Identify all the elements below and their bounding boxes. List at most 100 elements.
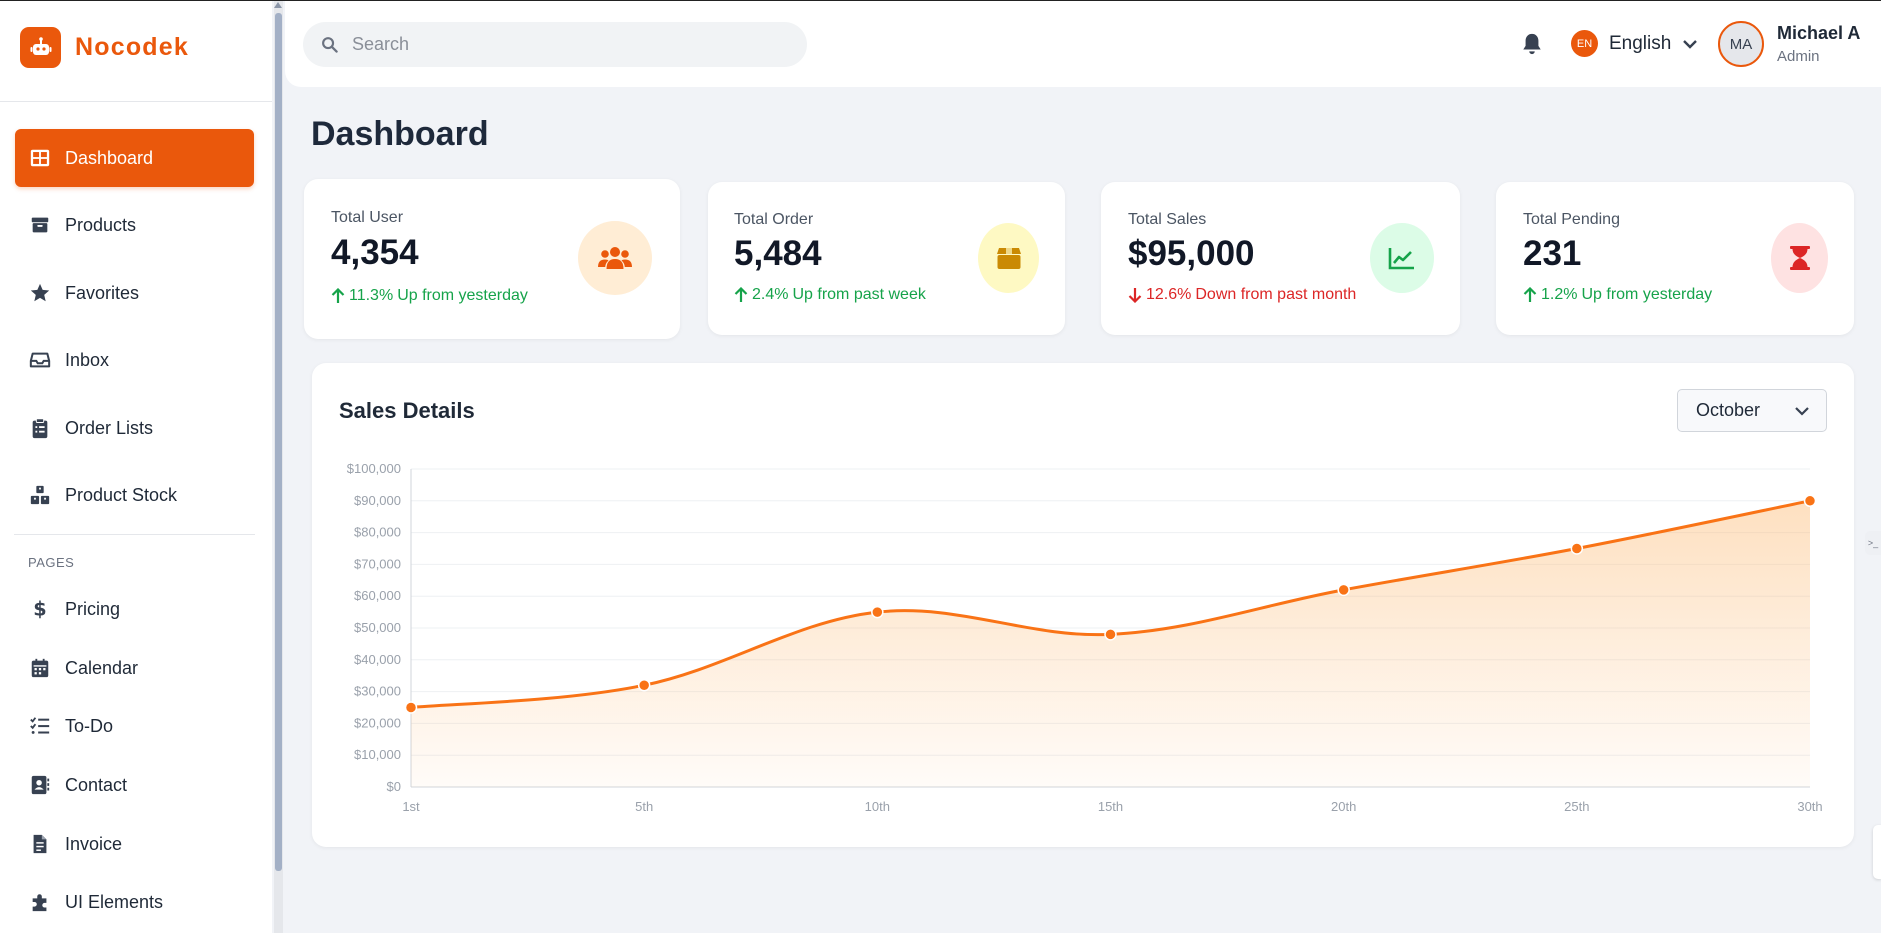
- section-label-pages: PAGES: [28, 555, 75, 570]
- stat-trend-percent: 2.4%: [752, 286, 789, 303]
- sidebar-item-product-stock[interactable]: Product Stock: [15, 466, 254, 524]
- chart-data-point[interactable]: [1570, 542, 1584, 555]
- invoice-icon: [33, 834, 47, 854]
- chart-line-icon: [1370, 223, 1434, 293]
- arrow-down-icon: [1128, 288, 1142, 303]
- dashboard-grid-icon: [30, 149, 50, 167]
- y-tick-label: $90,000: [354, 493, 401, 508]
- sidebar-item-inbox[interactable]: Inbox: [15, 331, 254, 389]
- sidebar-item-label: Dashboard: [65, 147, 154, 168]
- sidebar-item-todo[interactable]: To-Do: [15, 697, 254, 755]
- scroll-up-icon[interactable]: [274, 2, 282, 8]
- sales-chart: $0 $10,000 $20,000 $30,000 $40,000 $50,000 $60…: [347, 461, 1823, 814]
- arrow-up-icon: [734, 287, 748, 302]
- chart-data-point[interactable]: [1803, 494, 1817, 508]
- stat-trend-percent: 11.3%: [349, 287, 394, 304]
- y-tick-label: $30,000: [354, 684, 401, 699]
- month-select-value: October: [1696, 400, 1761, 420]
- sidebar-item-contact[interactable]: Contact: [15, 756, 254, 814]
- y-tick-label: $10,000: [354, 747, 401, 762]
- stat-trend: 12.6% Down from past month: [1128, 286, 1356, 304]
- brand-name: Nocodek: [75, 33, 189, 61]
- sidebar-item-pricing[interactable]: $ Pricing: [15, 580, 254, 638]
- user-role: Admin: [1777, 48, 1820, 65]
- x-tick-label: 5th: [635, 799, 653, 814]
- divider: [0, 101, 272, 102]
- chart-data-point[interactable]: [1337, 583, 1350, 597]
- avatar[interactable]: MA: [1718, 21, 1764, 67]
- stat-trend: 2.4% Up from past week: [734, 286, 926, 304]
- stat-label: Total User: [331, 209, 404, 226]
- sidebar-item-invoice[interactable]: Invoice: [15, 815, 254, 873]
- stat-label: Total Sales: [1128, 211, 1207, 228]
- x-tick-label: 10th: [865, 799, 890, 814]
- chevron-down-icon: [1683, 39, 1698, 49]
- search-icon: [322, 37, 338, 53]
- chart-data-point[interactable]: [871, 605, 884, 619]
- y-tick-label: $60,000: [354, 588, 401, 603]
- chart-data-point[interactable]: [637, 678, 651, 692]
- side-tab[interactable]: >_: [1865, 531, 1881, 555]
- notification-bell-icon[interactable]: [1521, 32, 1543, 61]
- puzzle-icon: [32, 894, 47, 912]
- month-select[interactable]: October: [1677, 389, 1827, 432]
- search-input[interactable]: [352, 34, 772, 55]
- sidebar: Nocodek Dashboard Products Favorites Inb…: [0, 1, 272, 933]
- sidebar-item-dashboard[interactable]: Dashboard: [15, 129, 254, 187]
- chart-title: Sales Details: [339, 398, 475, 423]
- y-tick-label: $40,000: [354, 652, 401, 667]
- stat-value: 5,484: [734, 234, 822, 273]
- sidebar-item-products[interactable]: Products: [15, 196, 254, 254]
- search-bar[interactable]: [303, 22, 807, 67]
- top-header: EN English MA Michael A Admin: [285, 1, 1881, 87]
- chevron-down-icon: [1795, 406, 1809, 416]
- sidebar-item-label: Favorites: [65, 282, 140, 303]
- page-title: Dashboard: [311, 115, 489, 153]
- stat-trend-text: Down from past month: [1195, 286, 1357, 303]
- chart-data-point[interactable]: [1104, 628, 1117, 641]
- x-tick-label: 25th: [1564, 799, 1589, 814]
- y-tick-label: $70,000: [354, 556, 401, 571]
- arrow-up-icon: [331, 288, 345, 303]
- language-badge: EN: [1571, 30, 1598, 57]
- package-icon: [978, 223, 1039, 293]
- brand-logo[interactable]: Nocodek: [20, 27, 189, 68]
- sidebar-item-label: Contact: [65, 774, 128, 795]
- sidebar-item-ui-elements[interactable]: UI Elements: [15, 873, 254, 931]
- user-name: Michael A: [1777, 23, 1861, 43]
- arrow-up-icon: [1523, 287, 1537, 302]
- sidebar-item-label: Calendar: [65, 657, 139, 678]
- sidebar-scrollbar[interactable]: [274, 1, 283, 933]
- sidebar-item-calendar[interactable]: Calendar: [15, 639, 254, 697]
- stat-label: Total Pending: [1523, 211, 1620, 228]
- sidebar-item-order-lists[interactable]: Order Lists: [15, 399, 254, 457]
- language-label: English: [1609, 32, 1672, 54]
- sidebar-item-favorites[interactable]: Favorites: [15, 264, 254, 322]
- checklist-icon: [30, 717, 50, 734]
- sidebar-item-label: Products: [65, 214, 137, 235]
- scroll-thumb[interactable]: [275, 13, 282, 871]
- stat-label: Total Order: [734, 211, 814, 228]
- x-tick-label: 1st: [402, 799, 420, 814]
- users-icon: [578, 221, 652, 295]
- sidebar-item-label: Inbox: [65, 349, 110, 370]
- stat-trend-text: Up from yesterday: [397, 287, 528, 304]
- clipboard-list-icon: [32, 418, 48, 439]
- chart-data-point[interactable]: [404, 701, 418, 714]
- stat-trend-percent: 12.6%: [1146, 286, 1192, 303]
- hourglass-icon: [1771, 223, 1828, 293]
- x-tick-label: 15th: [1098, 799, 1123, 814]
- stat-trend: 1.2% Up from yesterday: [1523, 286, 1712, 304]
- stat-value: 4,354: [331, 233, 419, 272]
- stat-trend-text: Up from yesterday: [1581, 286, 1713, 303]
- y-tick-label: $20,000: [354, 715, 401, 730]
- side-handle[interactable]: [1873, 825, 1881, 879]
- sales-details-panel: Sales Details October $0 $10,000 $20,000 $3…: [312, 363, 1854, 847]
- stat-value: 231: [1523, 234, 1582, 273]
- box-icon: [31, 217, 49, 233]
- stat-trend: 11.3% Up from yesterday: [331, 287, 528, 305]
- dollar-icon: $: [33, 598, 46, 620]
- star-icon: [30, 283, 50, 302]
- stat-value: $95,000: [1128, 234, 1255, 273]
- language-selector[interactable]: EN English: [1571, 30, 1698, 57]
